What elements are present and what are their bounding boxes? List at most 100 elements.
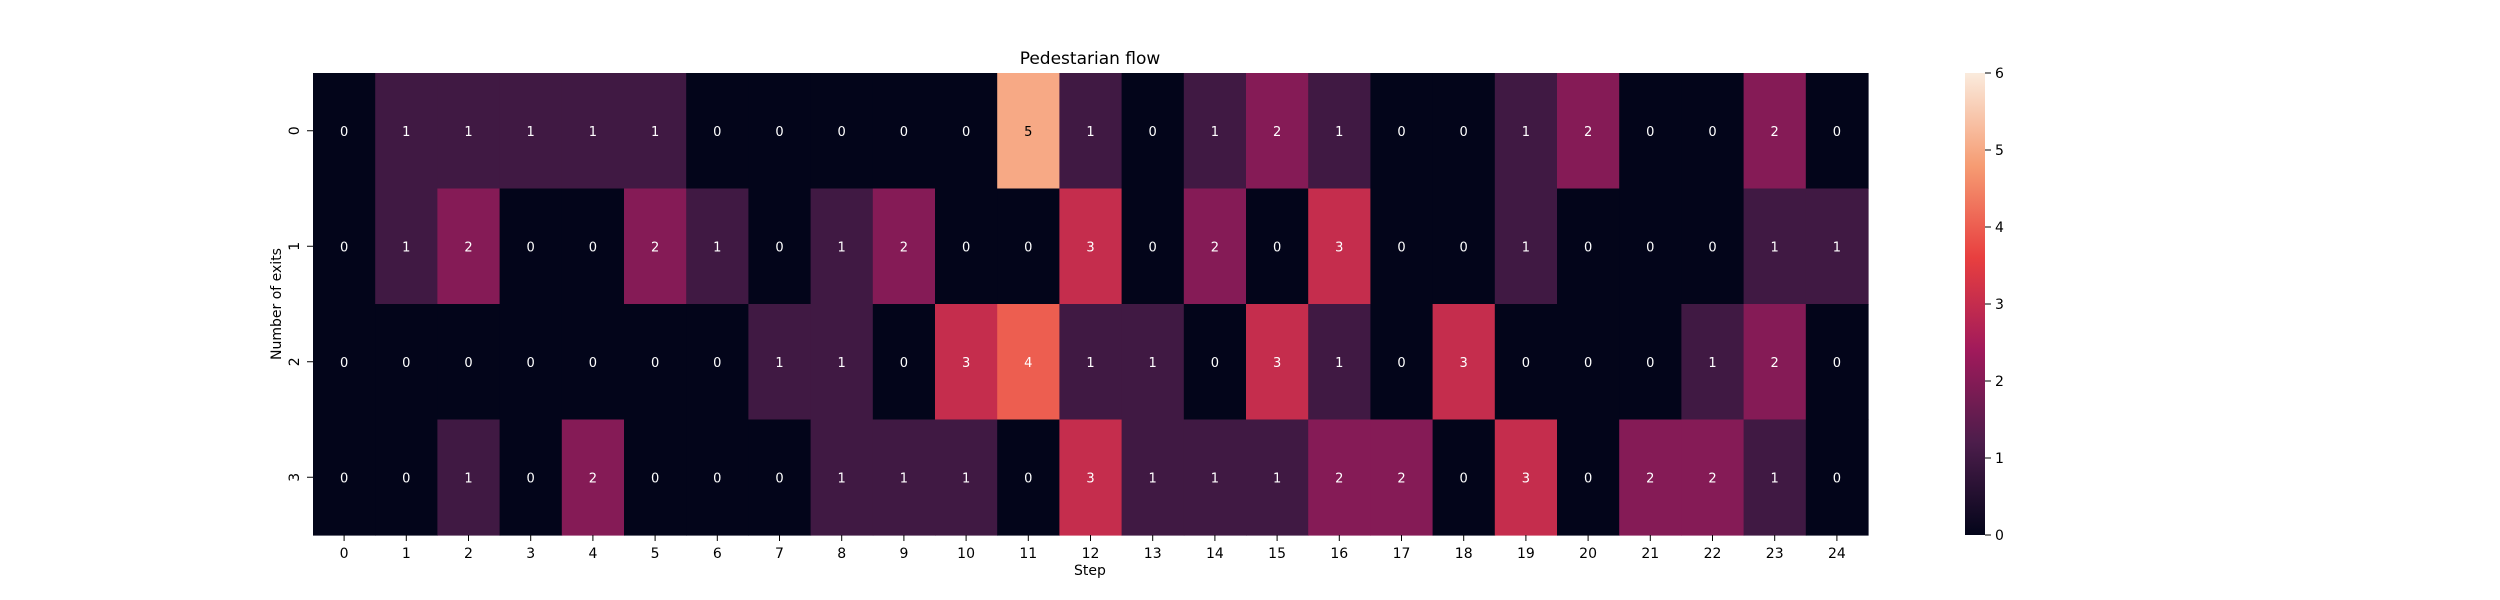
- y-tick-label-1: 1: [287, 242, 303, 251]
- cell-value-r2-c5: 0: [651, 356, 659, 371]
- heatmap-cell-r3-c22: [1681, 419, 1745, 536]
- heatmap-cell-r1-c10: [935, 188, 998, 305]
- heatmap-cell-r1-c15: [1246, 188, 1309, 305]
- x-tick-label-6: 6: [713, 546, 722, 562]
- heatmap-cell-r3-c9: [872, 419, 936, 536]
- cell-value-r0-c8: 0: [838, 125, 846, 140]
- cell-value-r3-c3: 0: [527, 471, 535, 486]
- heatmap-cell-r0-c12: [1059, 73, 1123, 190]
- heatmap-cell-r2-c12: [1059, 304, 1123, 421]
- x-tick-label-12: 12: [1082, 546, 1100, 562]
- heatmap-cell-r1-c7: [748, 188, 812, 305]
- cell-value-r3-c0: 0: [340, 471, 348, 486]
- cell-value-r3-c23: 1: [1771, 471, 1779, 486]
- cell-value-r3-c8: 1: [838, 471, 846, 486]
- cell-value-r0-c17: 0: [1397, 125, 1405, 140]
- cell-value-r0-c10: 0: [962, 125, 970, 140]
- cell-value-r0-c23: 2: [1771, 125, 1779, 140]
- heatmap-cell-r1-c14: [1183, 188, 1247, 305]
- x-tick-label-19: 19: [1517, 546, 1535, 562]
- heatmap-cell-r1-c9: [872, 188, 936, 305]
- heatmap-cell-r3-c23: [1743, 419, 1807, 536]
- cell-value-r0-c6: 0: [713, 125, 721, 140]
- cell-value-r1-c19: 1: [1522, 240, 1530, 255]
- cell-value-r3-c10: 1: [962, 471, 970, 486]
- heatmap-cell-r0-c16: [1308, 73, 1371, 190]
- heatmap-cell-r3-c4: [561, 419, 625, 536]
- cell-value-r1-c4: 0: [589, 240, 597, 255]
- cell-value-r1-c7: 0: [775, 240, 783, 255]
- heatmap-cell-r3-c11: [997, 419, 1060, 536]
- heatmap-cell-r2-c20: [1557, 304, 1620, 421]
- colorbar-tick-label-2: 2: [1995, 374, 2004, 390]
- cell-value-r2-c14: 0: [1211, 356, 1219, 371]
- heatmap-cell-r2-c1: [375, 304, 438, 421]
- heatmap-cell-r0-c17: [1370, 73, 1434, 190]
- heatmap-cell-r0-c21: [1619, 73, 1682, 190]
- heatmap-cell-r2-c5: [624, 304, 687, 421]
- cell-value-r3-c15: 1: [1273, 471, 1281, 486]
- colorbar-ticks: 0 1 2 3 4 5 6: [1985, 66, 2004, 544]
- cell-value-r1-c0: 0: [340, 240, 348, 255]
- heatmap-cell-r0-c22: [1681, 73, 1745, 190]
- cell-value-r2-c20: 0: [1584, 356, 1592, 371]
- cell-value-r3-c21: 2: [1646, 471, 1654, 486]
- x-tick-label-4: 4: [588, 546, 597, 562]
- cell-value-r0-c1: 1: [402, 125, 410, 140]
- heatmap-cell-labels: 0 1 1 1 1 1 0 0 0 0 0 5 1 0 1 2 1 0 0 1 2 0 0 2 00 1 2 0 0 2 1 0 1 2 0 0 3 0 2…: [340, 125, 1841, 487]
- heatmap-cell-r0-c10: [935, 73, 998, 190]
- heatmap-cell-r1-c19: [1494, 188, 1558, 305]
- heatmap-cell-r3-c15: [1246, 419, 1309, 536]
- cell-value-r0-c0: 0: [340, 125, 348, 140]
- heatmap-cell-r3-c14: [1183, 419, 1247, 536]
- colorbar-tick-label-1: 1: [1995, 451, 2004, 467]
- heatmap-cell-r3-c17: [1370, 419, 1434, 536]
- cell-value-r0-c21: 0: [1646, 125, 1654, 140]
- colorbar-tick-label-4: 4: [1995, 220, 2004, 236]
- heatmap-cell-r2-c7: [748, 304, 812, 421]
- heatmap-cell-r3-c19: [1494, 419, 1558, 536]
- cell-value-r2-c13: 1: [1149, 356, 1157, 371]
- cell-value-r2-c6: 0: [713, 356, 721, 371]
- cell-value-r1-c10: 0: [962, 240, 970, 255]
- cell-value-r1-c11: 0: [1024, 240, 1032, 255]
- x-tick-label-24: 24: [1828, 546, 1846, 562]
- heatmap-cell-r3-c13: [1121, 419, 1185, 536]
- cell-value-r3-c17: 2: [1397, 471, 1405, 486]
- cell-value-r1-c9: 2: [900, 240, 908, 255]
- heatmap-cell-r0-c9: [872, 73, 936, 190]
- heatmap-cell-r3-c3: [499, 419, 563, 536]
- heatmap-cell-r2-c16: [1308, 304, 1371, 421]
- heatmap-cell-r1-c23: [1743, 188, 1807, 305]
- heatmap-cell-r2-c9: [872, 304, 936, 421]
- y-tick-label-3: 3: [287, 473, 303, 482]
- x-tick-label-11: 11: [1019, 546, 1037, 562]
- heatmap-cell-r0-c0: [313, 73, 376, 190]
- heatmap-cell-r3-c5: [624, 419, 687, 536]
- heatmap-cell-r1-c3: [499, 188, 563, 305]
- heatmap-cell-r3-c0: [313, 419, 376, 536]
- heatmap-cell-r3-c18: [1432, 419, 1496, 536]
- heatmap-cell-r1-c13: [1121, 188, 1185, 305]
- cell-value-r3-c22: 2: [1708, 471, 1716, 486]
- cell-value-r2-c9: 0: [900, 356, 908, 371]
- cell-value-r0-c7: 0: [775, 125, 783, 140]
- heatmap-cell-r1-c20: [1557, 188, 1620, 305]
- cell-value-r3-c5: 0: [651, 471, 659, 486]
- y-tick-label-2: 2: [287, 357, 303, 366]
- heatmap-cell-r0-c14: [1183, 73, 1247, 190]
- heatmap-cell-r1-c16: [1308, 188, 1371, 305]
- heatmap-cell-r0-c2: [437, 73, 501, 190]
- heatmap-cell-r1-c6: [686, 188, 749, 305]
- cell-value-r2-c18: 3: [1460, 356, 1468, 371]
- cell-value-r1-c22: 0: [1708, 240, 1716, 255]
- heatmap-cell-r2-c19: [1494, 304, 1558, 421]
- heatmap-cell-r2-c10: [935, 304, 998, 421]
- cell-value-r3-c24: 0: [1833, 471, 1841, 486]
- heatmap-cell-r3-c8: [810, 419, 874, 536]
- cell-value-r3-c9: 1: [900, 471, 908, 486]
- heatmap-cell-r3-c12: [1059, 419, 1123, 536]
- heatmap-cell-r0-c11: [997, 73, 1060, 190]
- cell-value-r1-c8: 1: [838, 240, 846, 255]
